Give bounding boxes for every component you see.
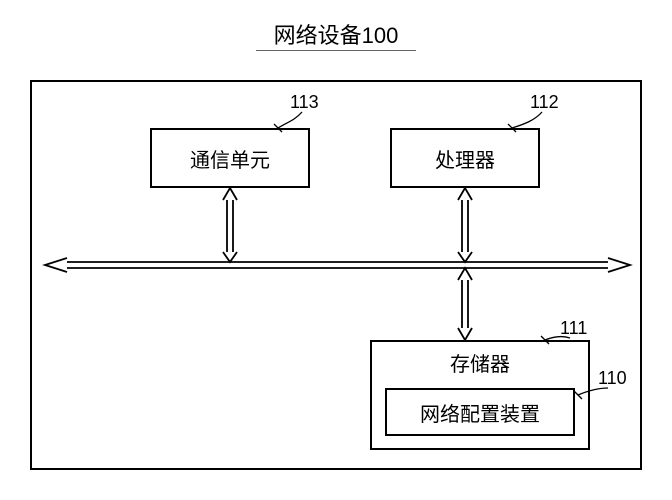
block-inner-label: 网络配置装置 [420,398,540,427]
diagram-title: 网络设备100 [0,18,672,50]
block-processor: 处理器 [390,128,540,188]
block-comm-label: 通信单元 [190,144,270,173]
ref-111: 111 [560,318,587,339]
block-comm: 通信单元 [150,128,310,188]
ref-110: 110 [598,368,627,389]
title-underline [256,50,416,51]
block-processor-label: 处理器 [435,144,495,173]
ref-113: 113 [290,92,319,113]
block-storage-label: 存储器 [450,348,510,377]
diagram-canvas: 网络设备100 通信单元 处理器 存储器 网络配置装置 113 112 111 … [0,0,672,500]
block-inner: 网络配置装置 [385,388,575,436]
ref-112: 112 [530,92,559,113]
